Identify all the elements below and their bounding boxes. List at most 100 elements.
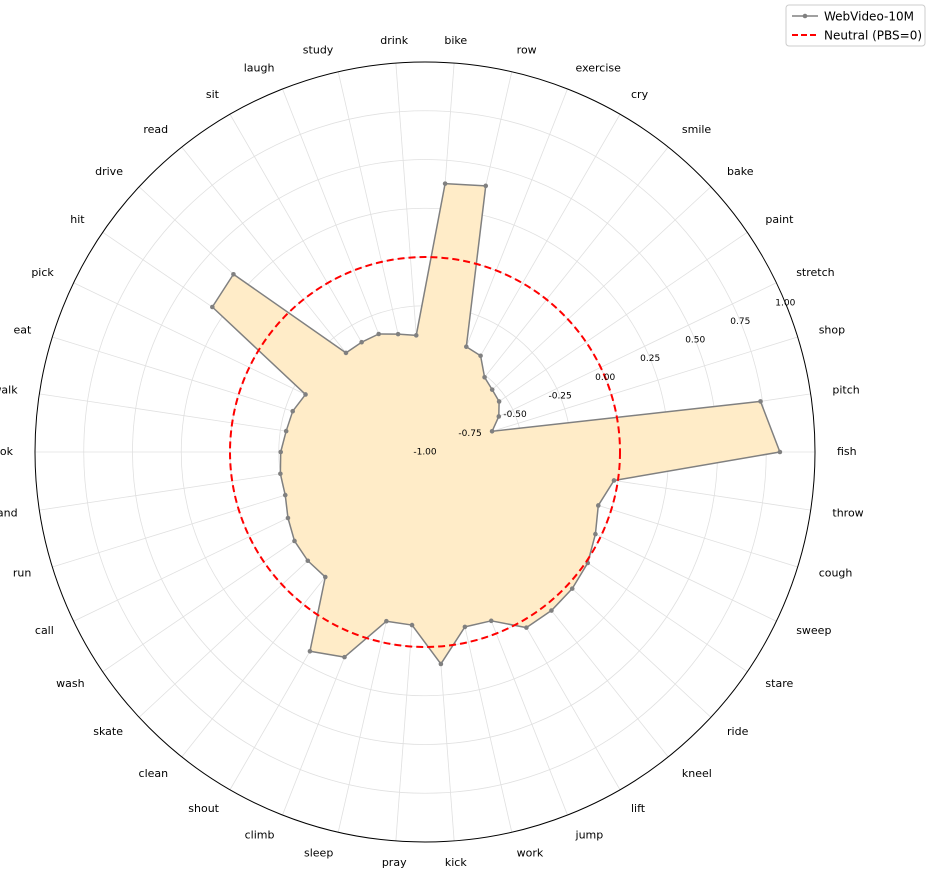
- data-point: [282, 492, 288, 498]
- data-point: [231, 271, 236, 277]
- r-tick-label: -0.50: [503, 410, 527, 420]
- data-point: [283, 428, 289, 434]
- category-label: shop: [819, 324, 845, 337]
- category-label: stretch: [796, 266, 834, 279]
- data-point: [409, 622, 415, 628]
- data-point: [489, 429, 495, 434]
- category-label: bike: [444, 34, 467, 47]
- data-point: [442, 181, 448, 186]
- category-label: stand: [0, 506, 18, 519]
- category-label: lift: [631, 802, 646, 815]
- legend-swatch-marker: [802, 13, 808, 19]
- data-point: [384, 618, 389, 624]
- data-point: [524, 625, 529, 630]
- category-label: row: [517, 43, 537, 56]
- category-label: clean: [139, 767, 169, 780]
- data-point: [278, 449, 284, 455]
- data-point: [489, 387, 495, 392]
- data-point: [307, 648, 313, 654]
- legend-label: Neutral (PBS=0): [824, 29, 922, 43]
- category-label: paint: [765, 213, 794, 226]
- category-label: fish: [837, 445, 857, 458]
- r-tick-label: 0.75: [730, 317, 750, 327]
- data-point: [292, 538, 297, 544]
- data-point: [323, 574, 328, 580]
- category-label: pick: [31, 266, 54, 279]
- r-tick-label: -1.00: [413, 448, 437, 458]
- category-label: sweep: [796, 624, 831, 637]
- data-point: [462, 624, 468, 630]
- data-point: [593, 531, 598, 537]
- category-label: drive: [95, 165, 123, 178]
- category-label: shout: [188, 802, 219, 815]
- data-point: [413, 333, 419, 338]
- data-point: [285, 515, 291, 521]
- data-point: [611, 478, 617, 483]
- category-label: pitch: [832, 384, 859, 397]
- category-label: hit: [70, 213, 85, 226]
- category-label: sit: [206, 88, 220, 101]
- category-label: study: [303, 43, 334, 56]
- category-label: drink: [380, 34, 409, 47]
- data-point: [483, 183, 489, 189]
- neutral-line: [229, 256, 621, 648]
- data-point: [343, 350, 349, 356]
- r-tick-label: -0.25: [548, 392, 571, 402]
- data-point: [305, 558, 311, 564]
- data-point: [395, 331, 401, 337]
- data-point: [488, 618, 494, 624]
- category-label: stare: [765, 677, 793, 690]
- data-point: [482, 374, 487, 380]
- data-point: [303, 392, 308, 397]
- category-label: smile: [682, 123, 712, 136]
- category-label: call: [35, 624, 54, 637]
- data-point: [342, 654, 347, 660]
- outer-circle: [34, 61, 816, 843]
- category-label: cook: [0, 445, 14, 458]
- category-label: walk: [0, 384, 18, 397]
- r-tick-label: 1.00: [775, 298, 795, 308]
- legend: WebVideo-10M Neutral (PBS=0): [785, 4, 926, 47]
- r-tick-label: 0.25: [640, 354, 660, 364]
- data-point: [496, 414, 502, 419]
- category-label: jump: [575, 829, 604, 842]
- data-point: [438, 661, 444, 667]
- category-label: kick: [445, 856, 467, 869]
- r-tick-label: 0.00: [595, 373, 615, 383]
- data-point: [777, 449, 783, 455]
- category-label: kneel: [682, 767, 712, 780]
- r-tick-label: 0.50: [685, 336, 705, 346]
- category-label: read: [143, 123, 168, 136]
- data-point: [278, 471, 283, 477]
- data-point: [496, 399, 502, 404]
- r-tick-label: -0.75: [458, 429, 481, 439]
- category-label: throw: [832, 506, 863, 519]
- category-label: eat: [13, 324, 32, 337]
- category-label: run: [13, 566, 31, 579]
- category-label: wash: [56, 677, 84, 690]
- legend-label: WebVideo-10M: [824, 10, 914, 24]
- category-label: skate: [93, 725, 123, 738]
- data-point: [758, 399, 763, 404]
- category-label: bake: [727, 165, 754, 178]
- category-label: exercise: [576, 61, 622, 74]
- data-point: [376, 331, 381, 337]
- data-point: [464, 344, 469, 350]
- series-area: [211, 182, 781, 665]
- data-point: [549, 608, 554, 613]
- category-label: cough: [819, 566, 853, 579]
- category-label: sleep: [304, 847, 333, 860]
- data-point: [595, 503, 601, 508]
- category-label: pray: [382, 856, 407, 869]
- data-point: [569, 586, 575, 591]
- data-point: [359, 339, 364, 345]
- data-point: [290, 408, 296, 414]
- category-label: ride: [727, 725, 749, 738]
- legend-box: [785, 4, 926, 47]
- category-label: cry: [631, 88, 649, 101]
- data-point: [478, 353, 483, 359]
- category-label: laugh: [244, 61, 275, 74]
- category-label: work: [517, 847, 544, 860]
- category-label: climb: [245, 829, 275, 842]
